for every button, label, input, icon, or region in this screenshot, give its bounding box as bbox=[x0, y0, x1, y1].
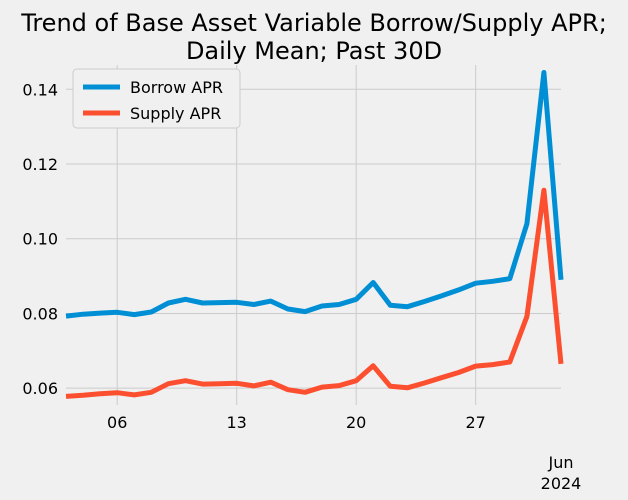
series-line-supply-apr bbox=[65, 187, 564, 399]
x-tick-label: 13 bbox=[227, 413, 247, 432]
x-axis: 06 13 20 27 Jun 2024 bbox=[107, 413, 581, 493]
y-axis: 0.06 0.08 0.10 0.12 0.14 bbox=[22, 80, 58, 398]
y-tick-label: 0.08 bbox=[22, 304, 58, 323]
y-tick-label: 0.12 bbox=[22, 155, 58, 174]
x-tick-year-label: 2024 bbox=[541, 474, 582, 493]
y-tick-label: 0.10 bbox=[22, 230, 58, 249]
legend-label-borrow-apr: Borrow APR bbox=[130, 78, 223, 97]
grid bbox=[66, 65, 561, 405]
legend-label-supply-apr: Supply APR bbox=[130, 104, 221, 123]
x-tick-label: 27 bbox=[465, 413, 485, 432]
x-tick-label: 06 bbox=[107, 413, 127, 432]
x-tick-label: Jun bbox=[548, 453, 574, 472]
series-line-borrow-apr bbox=[65, 70, 564, 319]
y-tick-label: 0.14 bbox=[22, 80, 58, 99]
chart-subtitle: Daily Mean; Past 30D bbox=[186, 37, 442, 65]
x-tick-label: 20 bbox=[346, 413, 366, 432]
series-layer bbox=[65, 70, 564, 399]
legend: Borrow APR Supply APR bbox=[72, 68, 241, 129]
y-tick-label: 0.06 bbox=[22, 379, 58, 398]
chart-title: Trend of Base Asset Variable Borrow/Supp… bbox=[20, 9, 607, 37]
